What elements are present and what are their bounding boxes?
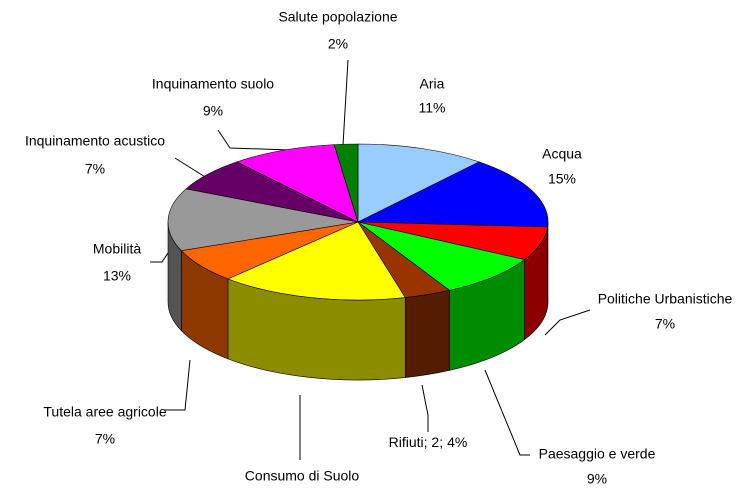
pie-slice [357,161,549,228]
category-label: Inquinamento suolo [152,76,274,92]
category-label: Tutela aree agricole [43,404,166,420]
category-label: Consumo di Suolo [245,468,360,484]
data-label: Rifiuti; 2; 4% [389,434,468,450]
value-label: 15% [548,171,576,187]
pie-slice [333,143,359,223]
category-label: Rifiuti; 2; [389,434,443,450]
leader-lines [150,59,591,460]
category-label: Politiche Urbanistiche [598,291,733,307]
category-label: Inquinamento acustico [25,133,165,149]
category-label: Mobilità [93,241,141,257]
leader-line [544,309,591,336]
leader-line [165,359,191,411]
pie-slice-side [404,289,450,378]
value-label: 2% [328,36,348,52]
pie-slice [227,221,406,301]
pie-slice [167,188,359,252]
value-label: 9% [587,471,607,487]
value-label: 4% [447,434,467,450]
pie-slice [357,221,526,291]
pie-tops [167,143,549,301]
category-label: Paesaggio e verde [539,446,656,462]
value-label: 13% [103,268,131,284]
leader-line [217,129,291,151]
value-label: 7% [95,431,115,447]
value-label: 9% [203,103,223,119]
value-label: 11% [419,100,446,116]
value-label: 7% [655,316,675,332]
leader-line [342,59,349,146]
pie-sides [167,221,549,381]
value-label: 7% [85,161,105,177]
leader-line [421,384,429,432]
category-label: Aria [420,76,445,92]
pie-slice [357,143,480,223]
leader-line [484,369,530,456]
pie-slice [236,144,359,223]
category-label: Acqua [542,146,582,162]
leader-line [150,249,171,263]
category-label: Salute popolazione [278,9,397,25]
